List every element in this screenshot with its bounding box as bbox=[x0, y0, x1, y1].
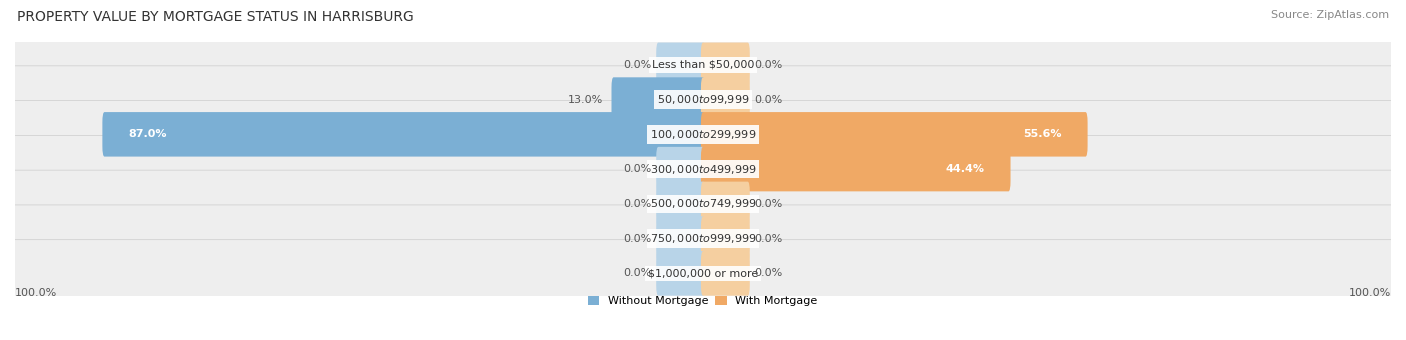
FancyBboxPatch shape bbox=[657, 42, 704, 87]
FancyBboxPatch shape bbox=[702, 182, 749, 226]
Text: 100.0%: 100.0% bbox=[1348, 288, 1391, 298]
Text: 0.0%: 0.0% bbox=[623, 268, 651, 278]
Text: 0.0%: 0.0% bbox=[755, 95, 783, 105]
Text: $100,000 to $299,999: $100,000 to $299,999 bbox=[650, 128, 756, 141]
Text: 0.0%: 0.0% bbox=[755, 234, 783, 244]
Text: 44.4%: 44.4% bbox=[945, 164, 984, 174]
FancyBboxPatch shape bbox=[657, 216, 704, 261]
FancyBboxPatch shape bbox=[657, 251, 704, 296]
FancyBboxPatch shape bbox=[11, 135, 1395, 203]
Text: PROPERTY VALUE BY MORTGAGE STATUS IN HARRISBURG: PROPERTY VALUE BY MORTGAGE STATUS IN HAR… bbox=[17, 10, 413, 24]
Text: 0.0%: 0.0% bbox=[623, 199, 651, 209]
Text: 0.0%: 0.0% bbox=[623, 60, 651, 70]
Text: 0.0%: 0.0% bbox=[755, 60, 783, 70]
Text: 0.0%: 0.0% bbox=[623, 164, 651, 174]
FancyBboxPatch shape bbox=[702, 77, 749, 122]
Text: $300,000 to $499,999: $300,000 to $499,999 bbox=[650, 163, 756, 175]
Text: 13.0%: 13.0% bbox=[568, 95, 603, 105]
FancyBboxPatch shape bbox=[11, 205, 1395, 272]
FancyBboxPatch shape bbox=[11, 240, 1395, 307]
Text: Less than $50,000: Less than $50,000 bbox=[652, 60, 754, 70]
Text: 55.6%: 55.6% bbox=[1024, 129, 1062, 139]
Text: 0.0%: 0.0% bbox=[755, 199, 783, 209]
Text: 87.0%: 87.0% bbox=[128, 129, 167, 139]
FancyBboxPatch shape bbox=[702, 251, 749, 296]
FancyBboxPatch shape bbox=[103, 112, 704, 157]
FancyBboxPatch shape bbox=[657, 147, 704, 191]
FancyBboxPatch shape bbox=[11, 31, 1395, 99]
FancyBboxPatch shape bbox=[702, 147, 1011, 191]
FancyBboxPatch shape bbox=[11, 170, 1395, 238]
Text: 0.0%: 0.0% bbox=[623, 234, 651, 244]
Text: Source: ZipAtlas.com: Source: ZipAtlas.com bbox=[1271, 10, 1389, 20]
FancyBboxPatch shape bbox=[702, 112, 1088, 157]
Text: $50,000 to $99,999: $50,000 to $99,999 bbox=[657, 93, 749, 106]
FancyBboxPatch shape bbox=[612, 77, 704, 122]
FancyBboxPatch shape bbox=[702, 42, 749, 87]
FancyBboxPatch shape bbox=[11, 101, 1395, 168]
FancyBboxPatch shape bbox=[702, 216, 749, 261]
Legend: Without Mortgage, With Mortgage: Without Mortgage, With Mortgage bbox=[583, 292, 823, 311]
Text: $500,000 to $749,999: $500,000 to $749,999 bbox=[650, 198, 756, 210]
FancyBboxPatch shape bbox=[657, 182, 704, 226]
FancyBboxPatch shape bbox=[11, 66, 1395, 133]
Text: $1,000,000 or more: $1,000,000 or more bbox=[648, 268, 758, 278]
Text: 0.0%: 0.0% bbox=[755, 268, 783, 278]
Text: 100.0%: 100.0% bbox=[15, 288, 58, 298]
Text: $750,000 to $999,999: $750,000 to $999,999 bbox=[650, 232, 756, 245]
